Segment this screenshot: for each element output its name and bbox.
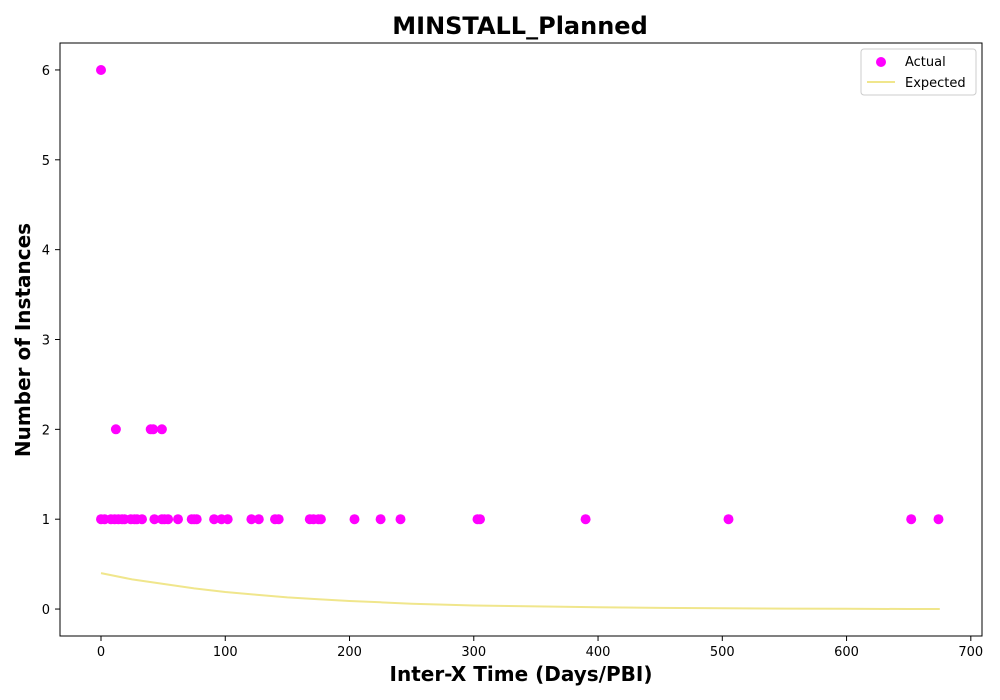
actual-point xyxy=(723,514,734,525)
actual-point xyxy=(156,424,167,435)
x-tick-label: 700 xyxy=(958,645,983,660)
actual-point xyxy=(395,514,406,525)
actual-point xyxy=(580,514,591,525)
legend-label-expected: Expected xyxy=(905,76,966,91)
y-tick-label: 1 xyxy=(42,513,50,528)
actual-point xyxy=(137,514,147,525)
y-tick-label: 4 xyxy=(42,244,50,259)
actual-point xyxy=(149,514,160,525)
expected-series xyxy=(100,572,940,610)
y-tick-label: 6 xyxy=(42,64,50,79)
legend-label-actual: Actual xyxy=(905,55,946,70)
legend: Actual Expected xyxy=(860,48,977,96)
x-axis-ticks: 0 100 200 300 400 500 600 700 xyxy=(97,636,983,660)
x-tick-label: 500 xyxy=(710,645,735,660)
actual-point xyxy=(906,514,917,525)
actual-point xyxy=(349,514,360,525)
actual-point xyxy=(222,514,233,525)
x-tick-label: 200 xyxy=(337,645,362,660)
actual-point xyxy=(475,514,485,525)
actual-point xyxy=(163,514,174,525)
x-tick-label: 400 xyxy=(586,645,611,660)
plot-frame xyxy=(59,42,983,637)
actual-point xyxy=(148,424,159,435)
y-tick-label: 0 xyxy=(42,603,50,618)
actual-series xyxy=(96,65,944,525)
actual-point xyxy=(96,65,106,75)
legend-marker-actual xyxy=(876,57,886,67)
y-tick-label: 5 xyxy=(42,154,50,169)
x-tick-label: 100 xyxy=(213,645,238,660)
actual-point xyxy=(173,514,183,525)
actual-point xyxy=(110,424,121,435)
actual-point xyxy=(253,514,264,525)
actual-point xyxy=(375,514,386,525)
legend-box xyxy=(860,48,977,96)
x-tick-label: 300 xyxy=(461,645,486,660)
chart-title: MINSTALL_Planned xyxy=(392,12,648,40)
x-tick-label: 600 xyxy=(834,645,859,660)
x-axis-label: Inter-X Time (Days/PBI) xyxy=(390,662,653,686)
y-axis-label: Number of Instances xyxy=(11,223,35,457)
actual-point xyxy=(209,514,220,525)
y-tick-label: 2 xyxy=(42,423,50,438)
x-tick-label: 0 xyxy=(97,645,105,660)
actual-point xyxy=(191,514,202,525)
y-axis-ticks: 0 1 2 3 4 5 6 xyxy=(42,64,60,618)
y-tick-label: 3 xyxy=(42,334,50,349)
actual-point xyxy=(246,514,257,525)
actual-point xyxy=(315,514,326,525)
plot-area xyxy=(59,42,983,637)
actual-point xyxy=(273,514,284,525)
expected-line xyxy=(100,572,940,610)
actual-point xyxy=(933,514,944,525)
